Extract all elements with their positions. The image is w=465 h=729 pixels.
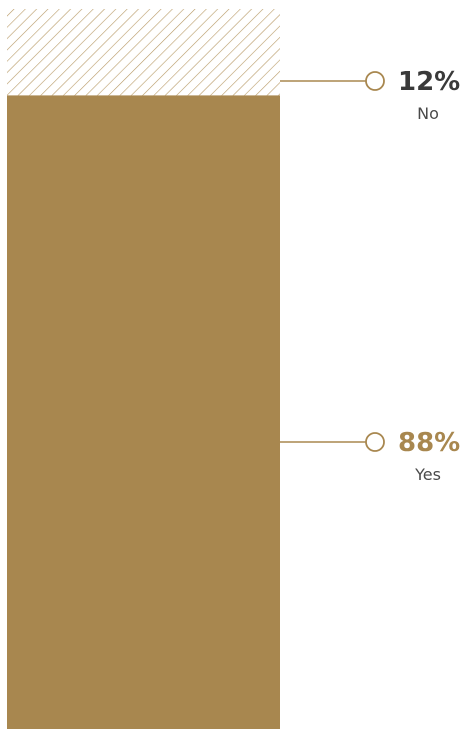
- category-label-yes: Yes: [414, 465, 441, 484]
- bar-segment-no: [7, 9, 280, 96]
- marker-circle-yes: [365, 432, 385, 452]
- marker-circle-no: [365, 71, 385, 91]
- value-label-no: 12%: [398, 67, 460, 97]
- category-label-no: No: [417, 104, 439, 123]
- bar-segment-yes: [7, 95, 280, 729]
- value-label-yes: 88%: [398, 428, 460, 458]
